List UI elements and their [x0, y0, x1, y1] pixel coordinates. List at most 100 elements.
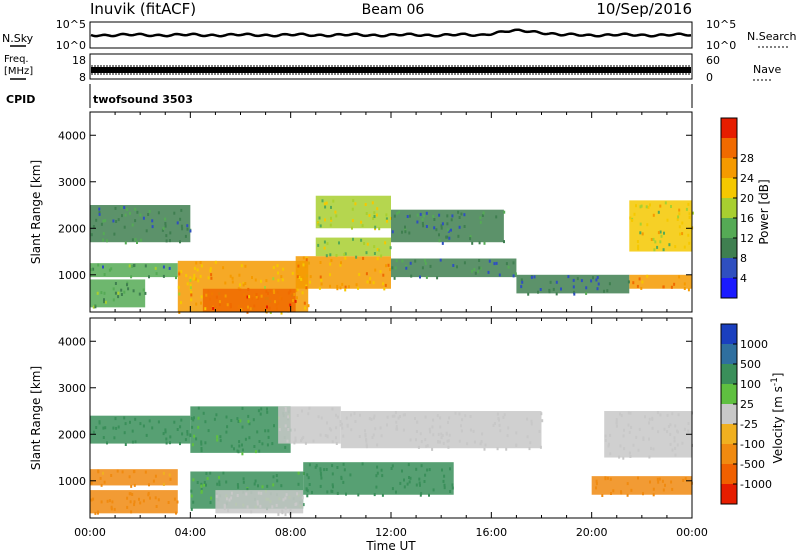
- heatmap-speckle: [608, 282, 611, 286]
- heatmap-speckle: [498, 418, 500, 422]
- noise-left-tick-bottom: 10^0: [56, 39, 86, 52]
- colorbar-tick-label: 24: [740, 172, 754, 185]
- heatmap-speckle: [330, 258, 333, 262]
- heatmap-speckle: [331, 464, 334, 468]
- heatmap-speckle: [250, 510, 253, 514]
- heatmap-speckle: [284, 445, 287, 449]
- y-tick-label: 4000: [58, 129, 86, 142]
- heatmap-speckle: [307, 304, 310, 308]
- heatmap-speckle: [132, 264, 135, 268]
- heatmap-speckle: [284, 513, 287, 517]
- heatmap-speckle: [439, 425, 442, 429]
- heatmap-speckle: [129, 420, 131, 424]
- heatmap-speckle: [106, 239, 108, 243]
- heatmap-speckle: [318, 286, 321, 290]
- heatmap-speckle: [425, 211, 428, 215]
- heatmap-speckle: [641, 280, 644, 284]
- heatmap-speckle: [395, 259, 398, 263]
- heatmap-speckle: [230, 305, 232, 309]
- heatmap-speckle: [246, 488, 249, 491]
- heatmap-speckle: [394, 411, 397, 415]
- heatmap-speckle: [636, 284, 639, 288]
- heatmap-speckle: [319, 261, 322, 264]
- x-tick-label: 08:00: [275, 526, 307, 539]
- heatmap-speckle: [157, 420, 160, 424]
- heatmap-speckle: [408, 480, 411, 484]
- heatmap-speckle: [469, 415, 472, 418]
- heatmap-speckle: [180, 301, 182, 305]
- heatmap-speckle: [436, 276, 439, 280]
- heatmap-speckle: [248, 295, 251, 299]
- heatmap-speckle: [203, 483, 206, 487]
- heatmap-speckle: [268, 306, 271, 310]
- heatmap-speckle: [656, 245, 659, 249]
- heatmap-speckle: [90, 498, 93, 502]
- heatmap-speckle: [325, 468, 328, 471]
- heatmap-speckle: [281, 511, 284, 515]
- colorbar-tick-label: -1000: [740, 478, 772, 491]
- heatmap-speckle: [296, 275, 299, 279]
- heatmap-speckle: [673, 436, 676, 440]
- freq-trace-ticks: [91, 65, 690, 75]
- heatmap-speckle: [230, 491, 233, 495]
- heatmap-speckle: [331, 490, 334, 493]
- heatmap-speckle: [226, 425, 229, 429]
- heatmap-speckle: [391, 414, 394, 418]
- heatmap-speckle: [126, 281, 129, 285]
- colorbar-tick-label: -100: [740, 438, 765, 451]
- heatmap-speckle: [445, 235, 448, 239]
- heatmap-speckle: [296, 288, 299, 291]
- heatmap-speckle: [314, 465, 317, 469]
- heatmap-speckle: [366, 280, 369, 284]
- heatmap-speckle: [329, 284, 331, 288]
- heatmap-speckle: [432, 488, 435, 492]
- heatmap-speckle: [329, 223, 332, 227]
- heatmap-speckle: [659, 240, 662, 244]
- cpid-program: twofsound 3503: [93, 93, 193, 106]
- heatmap-speckle: [331, 407, 334, 411]
- heatmap-speckle: [176, 428, 179, 431]
- heatmap-speckle: [659, 230, 662, 234]
- heatmap-speckle: [496, 447, 499, 451]
- heatmap-speckle: [636, 240, 639, 243]
- heatmap-speckle: [193, 416, 195, 420]
- heatmap-speckle: [228, 498, 231, 502]
- heatmap-speckle: [120, 293, 123, 296]
- heatmap-speckle: [246, 295, 249, 299]
- heatmap-speckle: [498, 273, 501, 277]
- heatmap-speckle: [200, 484, 203, 488]
- heatmap-speckle: [108, 268, 111, 272]
- heatmap-speckle: [648, 421, 650, 425]
- heatmap-speckle: [552, 287, 555, 291]
- heatmap-speckle: [284, 407, 287, 410]
- heatmap-speckle: [461, 418, 464, 422]
- heatmap-speckle: [629, 216, 632, 220]
- heatmap-cell: [202, 288, 296, 312]
- heatmap-speckle: [396, 211, 399, 215]
- heatmap-speckle: [685, 207, 688, 211]
- heatmap-speckle: [136, 241, 138, 244]
- heatmap-speckle: [354, 420, 357, 423]
- heatmap-speckle: [387, 263, 390, 267]
- heatmap-speckle: [691, 211, 694, 215]
- heatmap-speckle: [451, 486, 454, 490]
- heatmap-speckle: [117, 218, 120, 222]
- heatmap-speckle: [340, 261, 342, 265]
- heatmap-speckle: [417, 445, 420, 449]
- heatmap-speckle: [209, 269, 212, 273]
- heatmap-speckle: [328, 427, 331, 431]
- heatmap-speckle: [667, 425, 670, 428]
- heatmap-speckle: [277, 278, 280, 282]
- heatmap-speckle: [173, 420, 176, 424]
- heatmap-speckle: [102, 238, 105, 242]
- heatmap-speckle: [393, 276, 396, 280]
- heatmap-speckle: [429, 430, 432, 434]
- heatmap-speckle: [206, 477, 209, 480]
- heatmap-speckle: [256, 502, 259, 506]
- heatmap-speckle: [190, 293, 193, 297]
- heatmap-speckle: [123, 206, 126, 209]
- heatmap-speckle: [164, 224, 167, 228]
- power-colorbar-label: Power [dB]: [757, 179, 771, 244]
- heatmap-speckle: [371, 435, 374, 439]
- heatmap-speckle: [248, 436, 251, 440]
